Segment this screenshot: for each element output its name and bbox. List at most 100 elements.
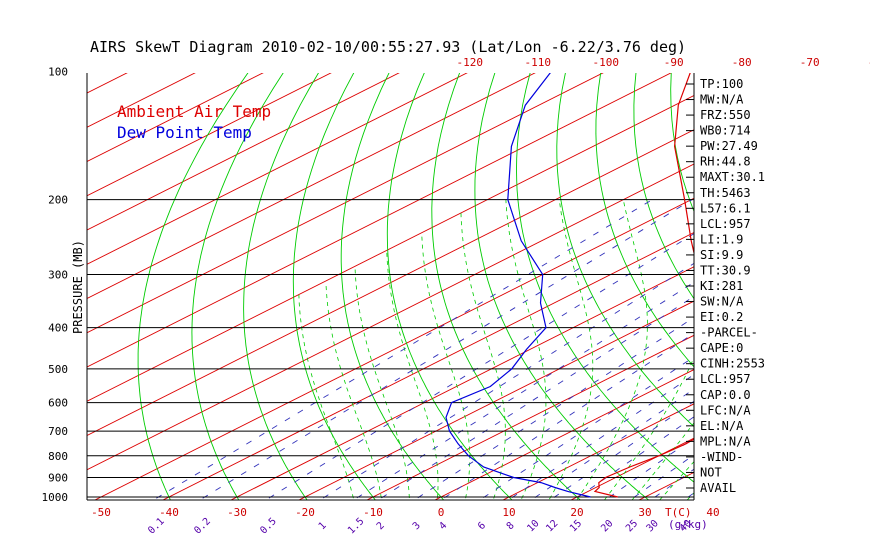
isotherm-line xyxy=(87,73,672,368)
sounding-index-label: TH:5463 xyxy=(700,186,751,200)
top-temp-tick-label: -60 xyxy=(868,56,870,69)
isotherm-line xyxy=(502,403,694,500)
dry-adiabat-line xyxy=(474,73,650,500)
bottom-temp-tick-label: -30 xyxy=(227,506,247,519)
mixing-ratio-tick-label: 8 xyxy=(505,520,517,532)
top-temp-tick-label: -70 xyxy=(800,56,820,69)
bottom-temp-tick-label: 0 xyxy=(438,506,445,519)
dry-adiabat-line xyxy=(243,73,319,500)
bottom-temp-tick-label: 10 xyxy=(502,506,515,519)
isotherm-line xyxy=(87,73,604,334)
sounding-index-label: CINH:2553 xyxy=(700,357,765,371)
top-temp-tick-label: -90 xyxy=(664,56,684,69)
mixing-ratio-line xyxy=(377,295,694,500)
mixing-ratio-line xyxy=(413,316,694,500)
bottom-temp-tick-label: 20 xyxy=(570,506,583,519)
mixing-ratio-tick-label: 1.5 xyxy=(346,516,367,537)
sounding-index-label: LCL:957 xyxy=(700,372,751,386)
mixing-ratio-line xyxy=(507,374,694,500)
isotherm-line xyxy=(87,73,128,94)
isotherm-line xyxy=(87,73,400,231)
dew-point-temp-line xyxy=(445,73,591,498)
bottom-temp-tick-label: 30 xyxy=(638,506,651,519)
moist-adiabat-line xyxy=(631,422,694,500)
sounding-index-label: -PARCEL- xyxy=(700,326,758,340)
sounding-index-label: MAXT:30.1 xyxy=(700,170,765,184)
sounding-index-label: CAP:0.0 xyxy=(700,388,751,402)
sounding-index-label: L57:6.1 xyxy=(700,201,751,215)
sounding-index-label: MPL:N/A xyxy=(700,434,751,448)
sounding-index-label: EI:0.2 xyxy=(700,310,743,324)
moist-adiabat-line xyxy=(604,356,694,500)
mixing-ratio-tick-label: 0.2 xyxy=(192,516,213,537)
top-temp-tick-label: -110 xyxy=(524,56,551,69)
sounding-index-label: AVAIL xyxy=(700,481,736,495)
chart-title: AIRS SkewT Diagram 2010-02-10/00:55:27.9… xyxy=(90,38,686,56)
dry-adiabat-line xyxy=(191,73,284,500)
isotherm-line xyxy=(94,197,694,500)
isotherm-line xyxy=(366,334,694,500)
sounding-index-label: TT:30.9 xyxy=(700,263,751,277)
sounding-index-label: KI:281 xyxy=(700,279,743,293)
sounding-index-label: TP:100 xyxy=(700,77,743,91)
sounding-index-label: SI:9.9 xyxy=(700,248,743,262)
mixing-ratio-tick-label: 6 xyxy=(476,520,488,532)
mixing-ratio-tick-label: 15 xyxy=(568,518,584,534)
mixing-ratio-tick-label: 1 xyxy=(317,520,329,532)
dry-adiabat-line xyxy=(633,73,694,300)
sounding-index-label: NOT xyxy=(700,465,722,479)
bottom-temp-tick-label: -40 xyxy=(159,506,179,519)
dry-adiabat-line xyxy=(137,73,249,500)
sounding-index-label: FRZ:550 xyxy=(700,108,751,122)
moist-adiabat-line xyxy=(354,268,410,500)
top-temp-tick-label: -100 xyxy=(592,56,619,69)
mixing-ratio-line xyxy=(479,356,694,500)
moist-adiabat-line xyxy=(576,199,648,500)
mixing-ratio-line xyxy=(650,468,694,500)
mixing-ratio-line xyxy=(549,400,694,500)
isotherm-line xyxy=(298,300,694,500)
mixing-ratio-tick-label: 2 xyxy=(375,520,387,532)
pressure-tick-label: 900 xyxy=(48,472,68,485)
dry-adiabat-line xyxy=(516,73,694,483)
sounding-index-label: -WIND- xyxy=(700,450,743,464)
isotherm-line xyxy=(87,163,694,471)
pressure-tick-label: 500 xyxy=(48,363,68,376)
mixing-ratio-line xyxy=(530,388,694,500)
dry-adiabat-line xyxy=(556,73,694,428)
sounding-index-label: LCL:957 xyxy=(700,217,751,231)
mixing-ratio-tick-label: 10 xyxy=(525,518,541,534)
bottom-temp-tick-label: 40 xyxy=(706,506,719,519)
mixing-ratio-tick-label: 0.1 xyxy=(146,516,167,537)
mixing-ratio-tick-label: 0.5 xyxy=(258,516,279,537)
moist-adiabat-line xyxy=(386,251,439,500)
isotherm-line xyxy=(87,95,694,402)
pressure-tick-label: 100 xyxy=(48,66,68,79)
legend-dew-point-temp: Dew Point Temp xyxy=(117,123,252,142)
ambient-air-temp-line xyxy=(593,73,694,498)
bottom-temp-tick-label: -10 xyxy=(363,506,383,519)
sounding-index-label: LI:1.9 xyxy=(700,232,743,246)
isotherm-line xyxy=(763,72,870,507)
mixing-ratio-line xyxy=(265,233,694,500)
mixing-ratio-unit-label: (g/kg) xyxy=(668,518,708,531)
mixing-ratio-tick-label: 4 xyxy=(437,520,449,532)
pressure-tick-label: 700 xyxy=(48,425,68,438)
dry-adiabat-line xyxy=(386,73,513,500)
legend-ambient-air-temp: Ambient Air Temp xyxy=(117,102,271,121)
isotherm-line xyxy=(434,369,694,500)
pressure-tick-label: 1000 xyxy=(42,491,69,504)
top-temp-tick-label: -120 xyxy=(456,56,483,69)
sounding-index-label: CAPE:0 xyxy=(700,341,743,355)
mixing-ratio-tick-label: 20 xyxy=(599,518,615,534)
bottom-temp-unit-label: T(C) xyxy=(665,506,692,519)
dry-adiabat-line xyxy=(812,72,870,507)
pressure-tick-label: 300 xyxy=(48,269,68,282)
pressure-tick-label: 600 xyxy=(48,397,68,410)
sounding-index-label: WB0:714 xyxy=(700,124,751,138)
top-temp-tick-label: -80 xyxy=(732,56,752,69)
moist-adiabat-line xyxy=(659,460,694,500)
mixing-ratio-line xyxy=(352,281,694,500)
dry-adiabat-line xyxy=(595,73,694,368)
